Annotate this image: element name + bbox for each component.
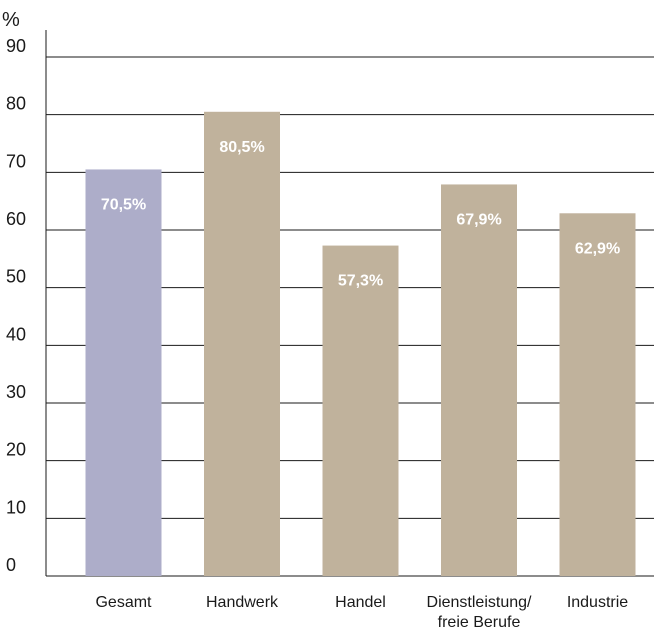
value-labels: 70,5% 80,5% 57,3% 67,9% 62,9% — [101, 139, 620, 290]
bar — [204, 111, 280, 577]
category-label: Gesamt — [95, 594, 152, 611]
y-tick-label: 50 — [6, 267, 26, 287]
y-axis-unit-label: % — [2, 9, 20, 31]
category-labels: Gesamt Handwerk Handel Dienstleistung/freie… — [95, 594, 628, 631]
bar — [85, 169, 162, 576]
y-tick-label: 80 — [6, 94, 26, 114]
bars — [85, 111, 636, 577]
value-label: 80,5% — [219, 139, 264, 156]
y-tick-label: 0 — [6, 555, 16, 575]
category-label: Handel — [335, 594, 386, 611]
y-tick-label: 10 — [6, 497, 26, 517]
y-tick-label: 70 — [6, 151, 26, 171]
value-label: 70,5% — [101, 196, 146, 213]
y-tick-label: 60 — [6, 209, 26, 229]
y-tick-label: 90 — [6, 36, 26, 56]
y-tick-label: 40 — [6, 324, 26, 344]
value-label: 62,9% — [575, 240, 620, 257]
category-label: freie Berufe — [438, 614, 521, 631]
value-label: 57,3% — [338, 273, 383, 290]
category-label: Handwerk — [206, 594, 279, 611]
bar — [441, 184, 517, 576]
y-tick-labels: 0 10 20 30 40 50 60 70 80 90 — [6, 36, 26, 575]
y-tick-label: 30 — [6, 382, 26, 402]
category-label: Dienstleistung/ — [427, 594, 533, 611]
value-label: 67,9% — [456, 211, 501, 228]
bar — [559, 213, 636, 576]
y-tick-label: 20 — [6, 440, 26, 460]
category-label: Industrie — [567, 594, 628, 611]
bar — [322, 245, 399, 576]
